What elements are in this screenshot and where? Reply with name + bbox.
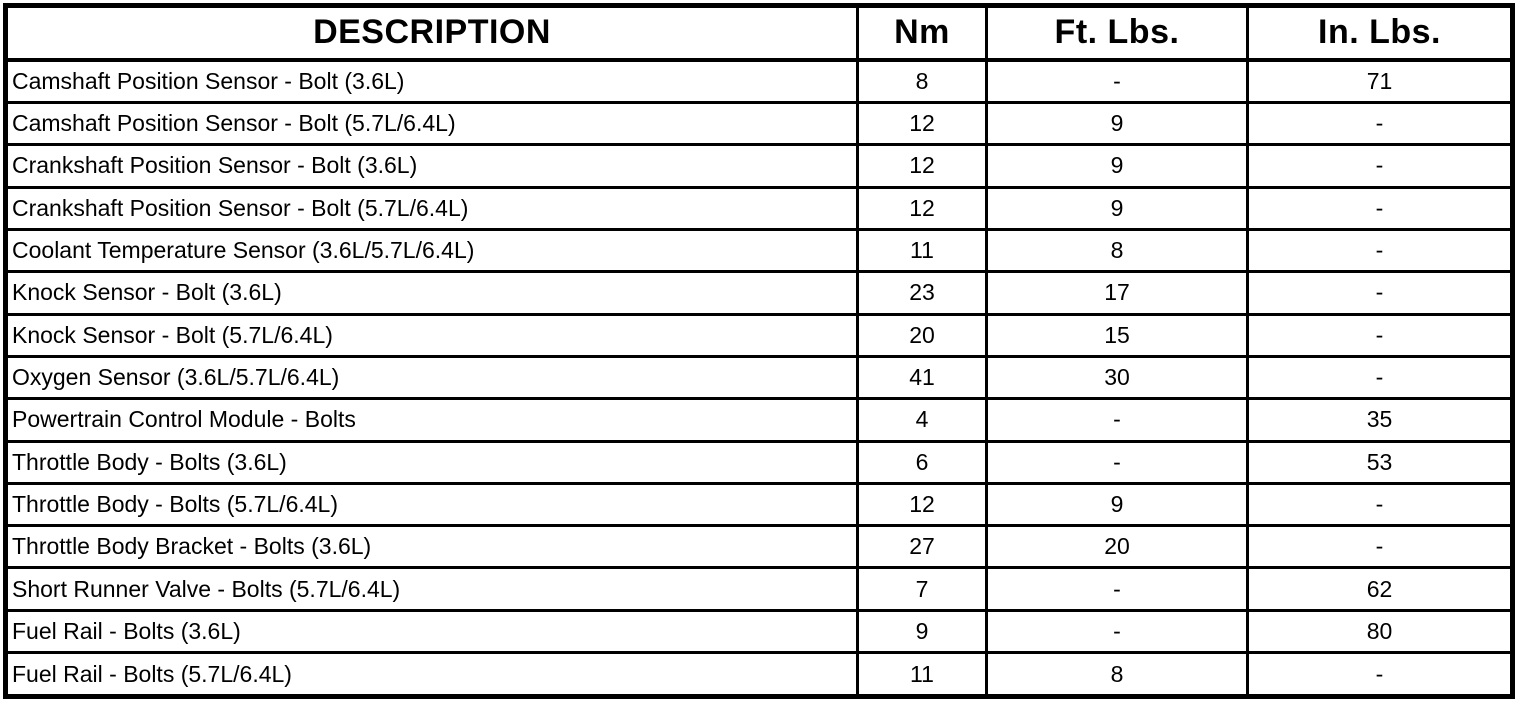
in-lbs-cell: - xyxy=(1246,524,1514,570)
nm-cell: 7 xyxy=(856,566,988,612)
description-cell: Fuel Rail - Bolts (5.7L/6.4L) xyxy=(4,651,859,698)
nm-cell: 6 xyxy=(856,439,988,485)
ft-lbs-cell: 8 xyxy=(985,651,1249,698)
description-cell: Knock Sensor - Bolt (5.7L/6.4L) xyxy=(4,312,859,358)
in-lbs-cell: - xyxy=(1246,481,1514,528)
table-row: Coolant Temperature Sensor (3.6L/5.7L/6.… xyxy=(4,227,1514,274)
table-row: Powertrain Control Module - Bolts 4 - 35 xyxy=(4,397,1514,443)
description-cell: Throttle Body - Bolts (5.7L/6.4L) xyxy=(4,481,859,528)
column-header-ft-lbs: Ft. Lbs. xyxy=(985,4,1249,62)
table-row: Knock Sensor - Bolt (3.6L) 23 17 - xyxy=(4,270,1514,316)
in-lbs-cell: - xyxy=(1246,270,1514,316)
table-row: Crankshaft Position Sensor - Bolt (3.6L)… xyxy=(4,143,1514,189)
description-cell: Throttle Body - Bolts (3.6L) xyxy=(4,439,859,485)
description-cell: Fuel Rail - Bolts (3.6L) xyxy=(4,608,859,655)
table-row: Crankshaft Position Sensor - Bolt (5.7L/… xyxy=(4,185,1514,231)
torque-spec-table: DESCRIPTION Nm Ft. Lbs. In. Lbs. Camshaf… xyxy=(3,3,1515,699)
ft-lbs-cell: - xyxy=(985,439,1249,485)
nm-cell: 12 xyxy=(856,143,988,189)
ft-lbs-cell: 17 xyxy=(985,270,1249,316)
ft-lbs-cell: 15 xyxy=(985,312,1249,358)
in-lbs-cell: 71 xyxy=(1246,57,1514,105)
nm-cell: 11 xyxy=(856,227,988,274)
table-row: Throttle Body Bracket - Bolts (3.6L) 27 … xyxy=(4,524,1514,570)
ft-lbs-cell: 30 xyxy=(985,354,1249,401)
ft-lbs-cell: - xyxy=(985,397,1249,443)
nm-cell: 12 xyxy=(856,101,988,147)
in-lbs-cell: - xyxy=(1246,185,1514,231)
nm-cell: 12 xyxy=(856,481,988,528)
description-cell: Short Runner Valve - Bolts (5.7L/6.4L) xyxy=(4,566,859,612)
ft-lbs-cell: 9 xyxy=(985,143,1249,189)
table-row: Camshaft Position Sensor - Bolt (5.7L/6.… xyxy=(4,101,1514,147)
description-cell: Powertrain Control Module - Bolts xyxy=(4,397,859,443)
description-cell: Crankshaft Position Sensor - Bolt (5.7L/… xyxy=(4,185,859,231)
column-header-in-lbs: In. Lbs. xyxy=(1246,4,1514,62)
description-cell: Camshaft Position Sensor - Bolt (5.7L/6.… xyxy=(4,101,859,147)
in-lbs-cell: - xyxy=(1246,143,1514,189)
nm-cell: 9 xyxy=(856,608,988,655)
table-row: Camshaft Position Sensor - Bolt (3.6L) 8… xyxy=(4,57,1514,105)
nm-cell: 4 xyxy=(856,397,988,443)
description-cell: Coolant Temperature Sensor (3.6L/5.7L/6.… xyxy=(4,227,859,274)
in-lbs-cell: - xyxy=(1246,651,1514,698)
in-lbs-cell: 53 xyxy=(1246,439,1514,485)
table-row: Fuel Rail - Bolts (5.7L/6.4L) 11 8 - xyxy=(4,651,1514,698)
column-header-nm: Nm xyxy=(856,4,988,62)
description-cell: Knock Sensor - Bolt (3.6L) xyxy=(4,270,859,316)
in-lbs-cell: 80 xyxy=(1246,608,1514,655)
ft-lbs-cell: 9 xyxy=(985,101,1249,147)
table-row: Oxygen Sensor (3.6L/5.7L/6.4L) 41 30 - xyxy=(4,354,1514,401)
nm-cell: 12 xyxy=(856,185,988,231)
nm-cell: 20 xyxy=(856,312,988,358)
ft-lbs-cell: - xyxy=(985,608,1249,655)
ft-lbs-cell: 20 xyxy=(985,524,1249,570)
in-lbs-cell: 35 xyxy=(1246,397,1514,443)
description-cell: Crankshaft Position Sensor - Bolt (3.6L) xyxy=(4,143,859,189)
in-lbs-cell: 62 xyxy=(1246,566,1514,612)
table-row: Throttle Body - Bolts (5.7L/6.4L) 12 9 - xyxy=(4,481,1514,528)
in-lbs-cell: - xyxy=(1246,101,1514,147)
header-row: DESCRIPTION Nm Ft. Lbs. In. Lbs. xyxy=(4,4,1514,62)
nm-cell: 11 xyxy=(856,651,988,698)
in-lbs-cell: - xyxy=(1246,312,1514,358)
in-lbs-cell: - xyxy=(1246,227,1514,274)
table-row: Knock Sensor - Bolt (5.7L/6.4L) 20 15 - xyxy=(4,312,1514,358)
ft-lbs-cell: 9 xyxy=(985,185,1249,231)
description-cell: Oxygen Sensor (3.6L/5.7L/6.4L) xyxy=(4,354,859,401)
ft-lbs-cell: - xyxy=(985,57,1249,105)
nm-cell: 23 xyxy=(856,270,988,316)
table-row: Short Runner Valve - Bolts (5.7L/6.4L) 7… xyxy=(4,566,1514,612)
description-cell: Camshaft Position Sensor - Bolt (3.6L) xyxy=(4,57,859,105)
in-lbs-cell: - xyxy=(1246,354,1514,401)
nm-cell: 8 xyxy=(856,57,988,105)
ft-lbs-cell: 9 xyxy=(985,481,1249,528)
description-cell: Throttle Body Bracket - Bolts (3.6L) xyxy=(4,524,859,570)
table-row: Throttle Body - Bolts (3.6L) 6 - 53 xyxy=(4,439,1514,485)
ft-lbs-cell: - xyxy=(985,566,1249,612)
nm-cell: 41 xyxy=(856,354,988,401)
ft-lbs-cell: 8 xyxy=(985,227,1249,274)
nm-cell: 27 xyxy=(856,524,988,570)
column-header-description: DESCRIPTION xyxy=(4,4,859,62)
table-row: Fuel Rail - Bolts (3.6L) 9 - 80 xyxy=(4,608,1514,655)
